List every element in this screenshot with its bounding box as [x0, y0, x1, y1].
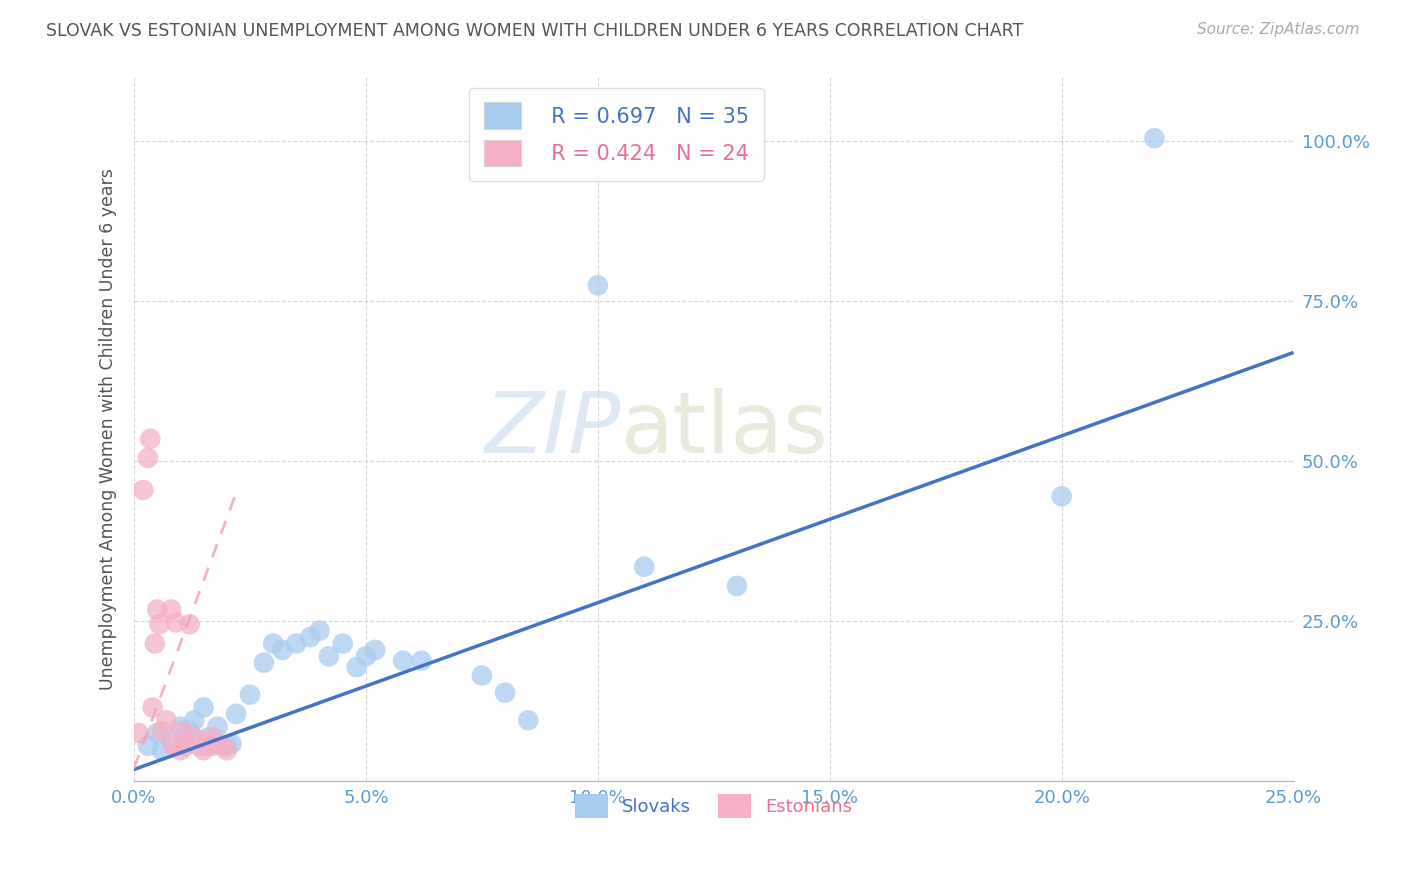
Point [201, 731, 224, 745]
Point [197, 731, 219, 745]
Point [392, 654, 415, 668]
Point [172, 724, 194, 739]
Point [201, 739, 224, 753]
Point [271, 643, 294, 657]
Point [160, 732, 183, 747]
Text: Source: ZipAtlas.com: Source: ZipAtlas.com [1197, 22, 1360, 37]
Point [183, 713, 205, 727]
Point [517, 713, 540, 727]
Point [188, 739, 211, 753]
Text: atlas: atlas [621, 388, 830, 471]
Point [207, 720, 229, 734]
Legend: Slovaks, Estonians: Slovaks, Estonians [568, 787, 859, 825]
Point [332, 636, 354, 650]
Point [225, 706, 247, 721]
Point [471, 668, 494, 682]
Point [132, 483, 155, 497]
Point [142, 700, 165, 714]
Point [183, 731, 205, 745]
Point [155, 713, 177, 727]
Point [148, 617, 170, 632]
Point [160, 602, 183, 616]
Point [136, 739, 159, 753]
Point [299, 630, 322, 644]
Point [633, 559, 655, 574]
Point [169, 720, 191, 734]
Point [193, 743, 215, 757]
Point [143, 636, 166, 650]
Point [215, 739, 238, 753]
Point [179, 724, 201, 739]
Point [146, 726, 169, 740]
Point [262, 636, 284, 650]
Point [165, 615, 187, 630]
Point [253, 656, 276, 670]
Point [197, 739, 219, 753]
Point [411, 654, 433, 668]
Point [215, 743, 238, 757]
Text: ZIP: ZIP [485, 388, 621, 471]
Point [725, 579, 748, 593]
Point [150, 724, 173, 739]
Text: SLOVAK VS ESTONIAN UNEMPLOYMENT AMONG WOMEN WITH CHILDREN UNDER 6 YEARS CORRELAT: SLOVAK VS ESTONIAN UNEMPLOYMENT AMONG WO… [46, 22, 1024, 40]
Point [318, 649, 340, 664]
Point [146, 602, 169, 616]
Point [136, 450, 159, 465]
Point [354, 649, 377, 664]
Point [364, 643, 387, 657]
Point [179, 617, 201, 632]
Point [239, 688, 262, 702]
Point [162, 739, 184, 753]
Point [308, 624, 330, 638]
Point [1143, 131, 1166, 145]
Point [346, 660, 368, 674]
Point [221, 737, 243, 751]
Point [1050, 489, 1073, 503]
Point [169, 743, 191, 757]
Point [193, 700, 215, 714]
Point [128, 726, 150, 740]
Point [285, 636, 308, 650]
Point [494, 686, 516, 700]
Point [174, 739, 197, 753]
Point [174, 739, 197, 753]
Point [150, 743, 173, 757]
Point [139, 432, 162, 446]
Point [211, 739, 233, 753]
Point [586, 278, 609, 293]
Y-axis label: Unemployment Among Women with Children Under 6 years: Unemployment Among Women with Children U… [100, 169, 117, 690]
